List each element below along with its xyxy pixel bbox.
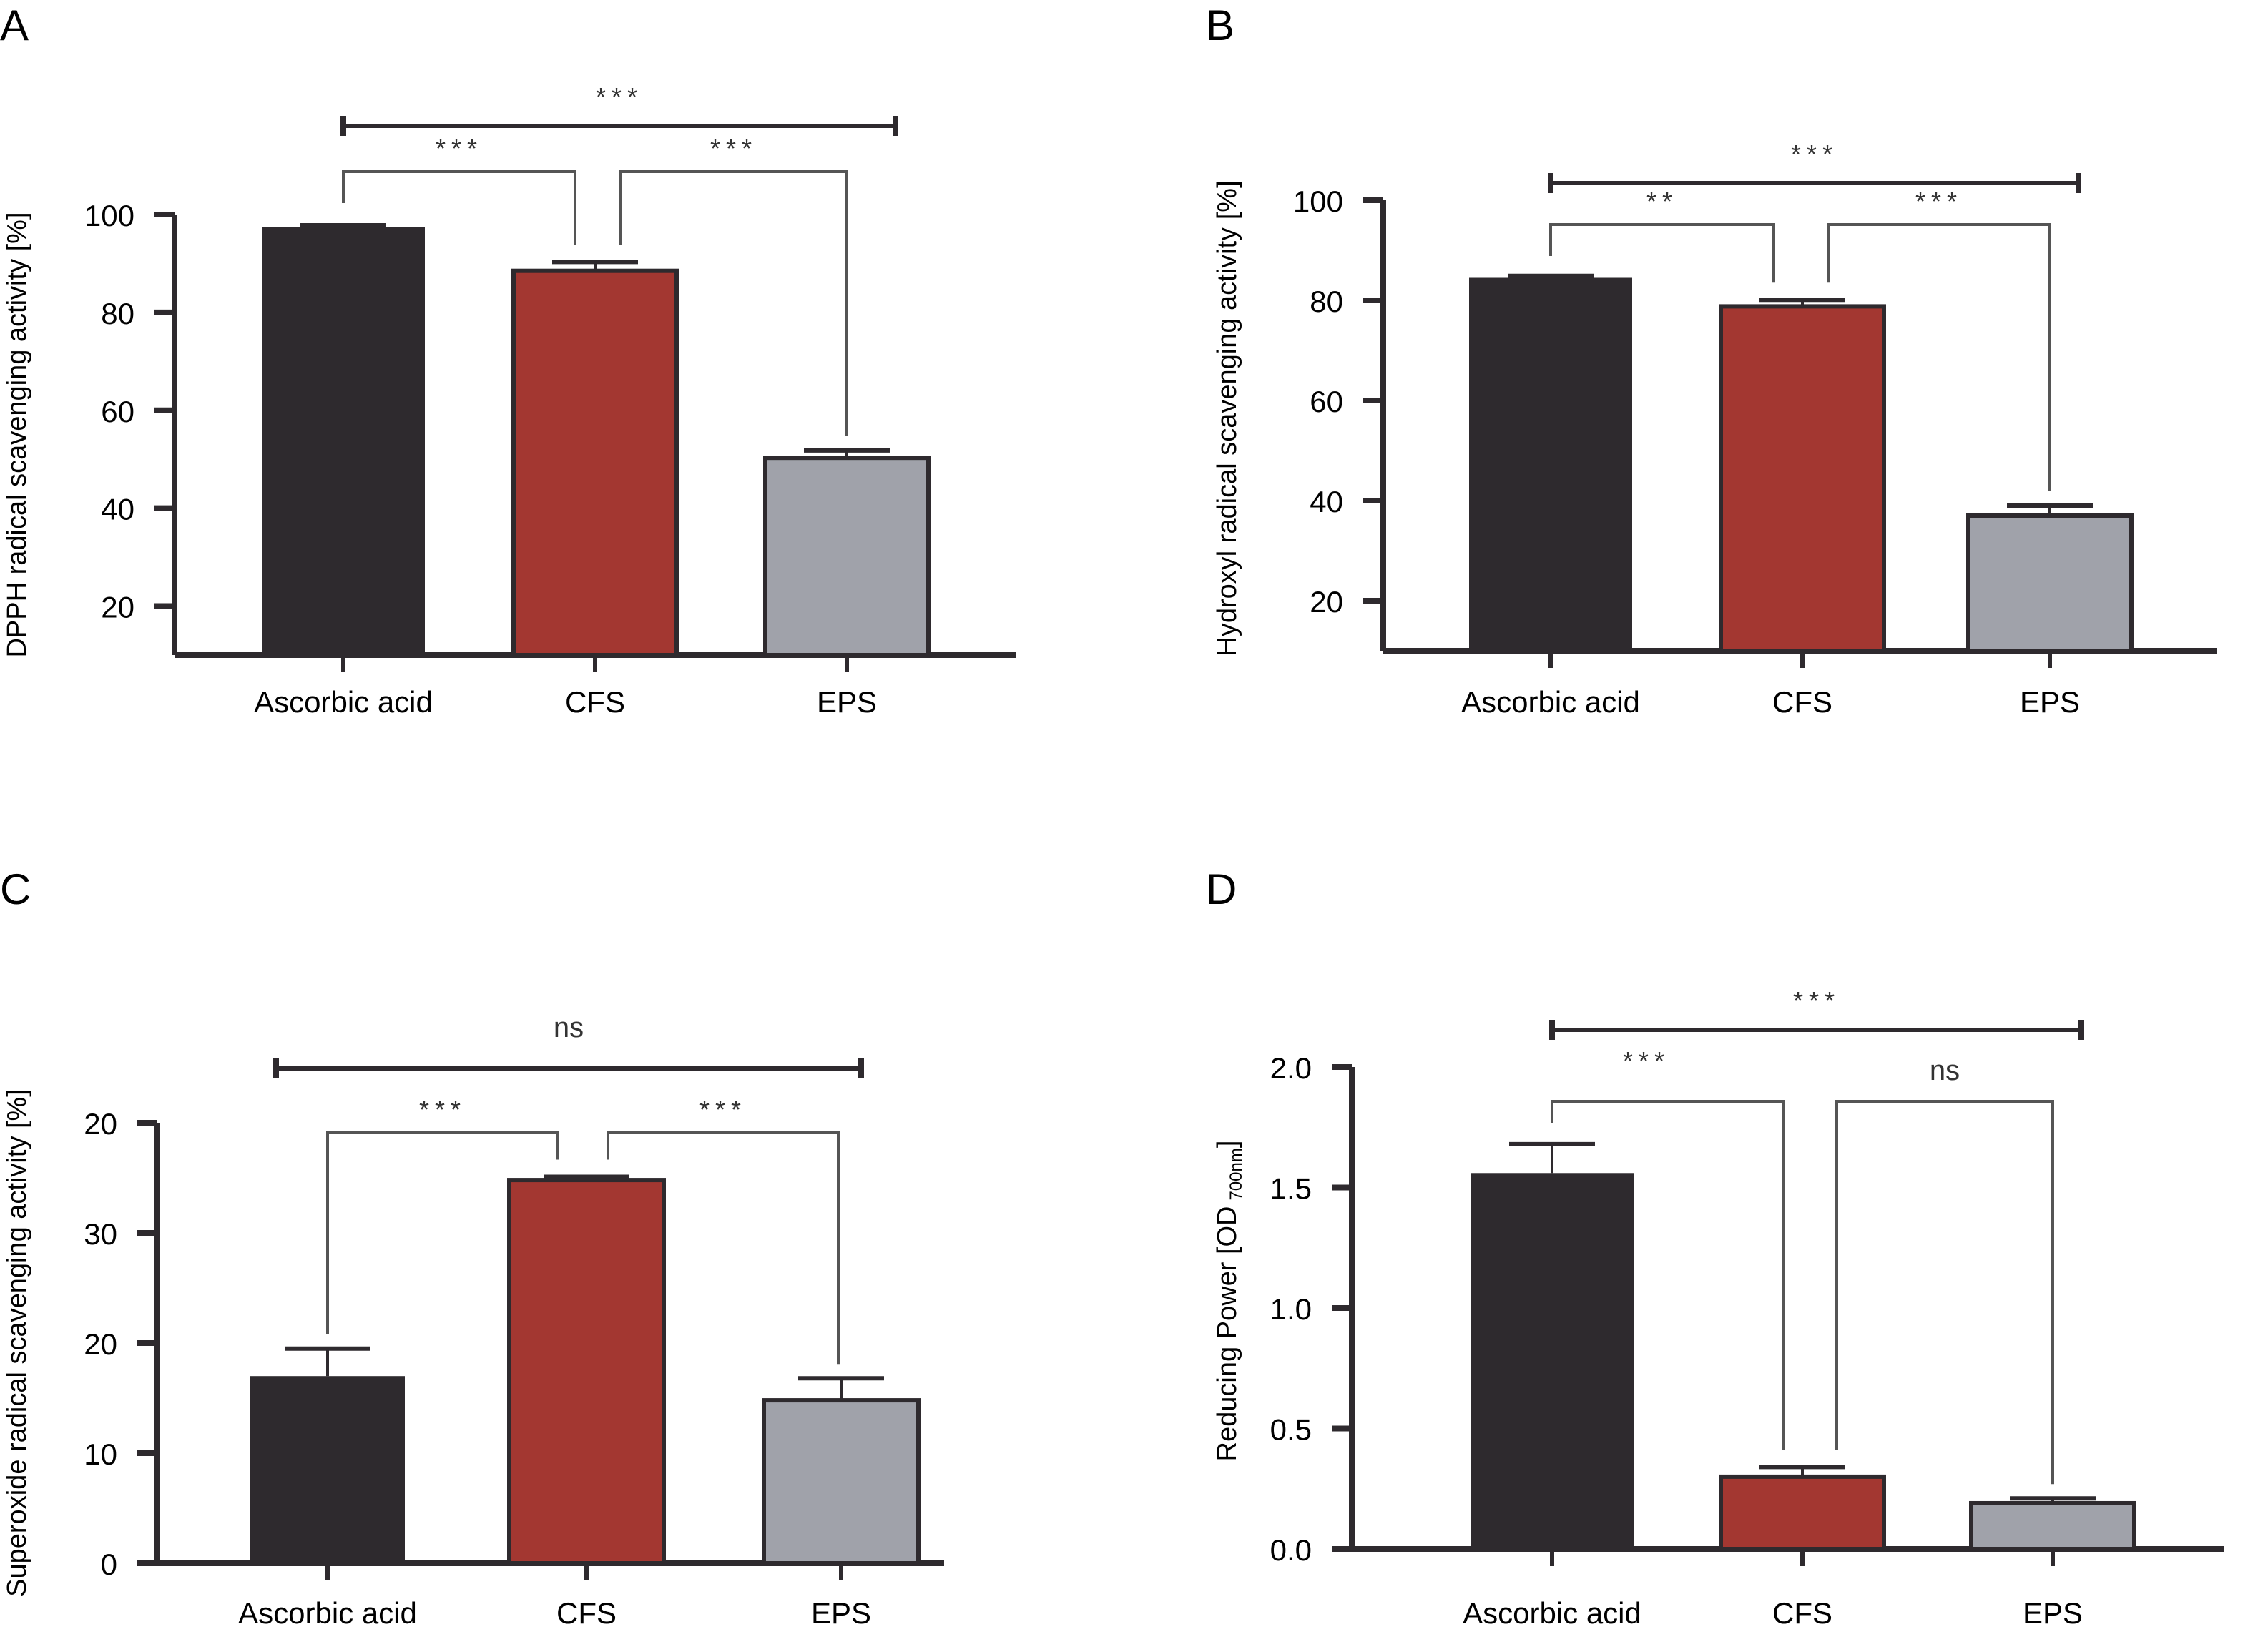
y-tick-label: 10: [84, 1437, 117, 1471]
significance-label: ns: [554, 1012, 584, 1043]
y-axis-label-text: Superoxide radical scavenging activity […: [2, 1089, 32, 1597]
x-tick-label: Ascorbic acid: [238, 1596, 417, 1630]
y-axis-label: DPPH radical scavenging activity [%]: [2, 212, 32, 657]
bar-cfs: [1719, 304, 1886, 653]
panel-c: C Superoxide radical scavenging activity …: [0, 865, 944, 1630]
bar-eps: [1969, 1500, 2136, 1551]
bar-eps: [1966, 513, 2134, 653]
y-axis-label-text: Hydroxyl radical scavenging activity [%]: [1212, 180, 1242, 656]
x-tick-label: EPS: [2020, 685, 2080, 719]
y-tick-label: 80: [1310, 285, 1343, 318]
y-tick-label: 60: [1310, 385, 1343, 418]
significance-bracket: [1835, 1100, 2054, 1485]
panel-d: D Reducing Power [OD 700nm] 0.0 0.5 1.0 1.5 2.0…: [1206, 865, 2224, 1630]
significance-label: ***: [1791, 139, 1838, 169]
significance-bracket: [1551, 1100, 1785, 1450]
y-axis-label: Superoxide radical scavenging activity […: [2, 1089, 32, 1597]
panel-label: C: [0, 865, 31, 913]
x-tick-label: Ascorbic acid: [1463, 1596, 1641, 1630]
y-axis-label: Hydroxyl radical scavenging activity [%]: [1212, 180, 1242, 656]
x-tick-label: EPS: [2023, 1596, 2083, 1630]
y-tick-label: 1.0: [1270, 1292, 1312, 1326]
y-tick-label: 20: [84, 1107, 117, 1141]
y-tick-label: 40: [101, 493, 134, 526]
x-tick-label: CFS: [1772, 1596, 1832, 1630]
bar-cfs: [1719, 1474, 1886, 1551]
y-tick-label: 20: [101, 591, 134, 624]
x-tick-label: CFS: [1772, 685, 1832, 719]
x-tick-label: CFS: [565, 685, 625, 719]
significance-label: ***: [1623, 1046, 1670, 1076]
y-axis-label: Reducing Power [OD 700nm]: [1212, 1141, 1246, 1462]
y-tick-label: 60: [101, 395, 134, 428]
significance-label: ***: [1793, 986, 1840, 1016]
significance-label: ***: [596, 82, 643, 112]
y-axis-label-text: DPPH radical scavenging activity [%]: [2, 212, 32, 657]
y-tick-label: 100: [1293, 185, 1343, 218]
significance-label: ***: [699, 1095, 747, 1124]
y-tick-label: 2.0: [1270, 1051, 1312, 1085]
y-tick-label: 30: [84, 1217, 117, 1251]
y-tick-label: 20: [84, 1327, 117, 1361]
y-tick-label: 0.0: [1270, 1533, 1312, 1567]
y-axis-label-text: Reducing Power [OD: [1212, 1206, 1242, 1462]
bar-ascorbic-acid: [262, 227, 425, 656]
bar-ascorbic-acid: [1471, 1173, 1634, 1549]
significance-label: ***: [436, 134, 483, 163]
significance-label: ***: [419, 1095, 466, 1124]
panel-a: A DPPH radical scavenging activity [%] 20 4…: [0, 1, 1016, 719]
bar-eps: [762, 1398, 921, 1565]
x-tick-label: CFS: [556, 1596, 617, 1630]
significance-bracket: [326, 1131, 559, 1334]
y-tick-label: 40: [1310, 485, 1343, 518]
panel-b: B Hydroxyl radical scavenging activity [%…: [1206, 1, 2217, 719]
significance-label: ns: [1930, 1055, 1960, 1086]
x-tick-label: Ascorbic acid: [1461, 685, 1640, 719]
significance-label: **: [1646, 187, 1678, 216]
x-tick-label: EPS: [817, 685, 877, 719]
bar-ascorbic-acid: [1469, 277, 1632, 651]
significance-bracket: [1827, 223, 2051, 491]
y-tick-label: 0: [101, 1548, 117, 1581]
significance-bracket: [1549, 223, 1775, 283]
panel-label: A: [0, 1, 29, 49]
y-tick-label: 100: [84, 199, 134, 232]
x-tick-label: Ascorbic acid: [254, 685, 433, 719]
x-tick-label: EPS: [811, 1596, 871, 1630]
bar-cfs: [507, 1178, 666, 1565]
panel-label: D: [1206, 865, 1237, 913]
y-tick-label: 20: [1310, 585, 1343, 619]
y-tick-label: 80: [101, 297, 134, 330]
significance-bracket: [607, 1131, 840, 1365]
significance-label: ***: [710, 134, 757, 163]
bar-ascorbic-acid: [250, 1376, 405, 1563]
significance-bracket: [342, 170, 576, 245]
significance-label: ***: [1915, 187, 1963, 216]
bar-eps: [763, 456, 931, 657]
y-tick-label: 1.5: [1270, 1172, 1312, 1206]
bar-cfs: [511, 268, 679, 657]
y-axis-label-subscript: 700nm: [1227, 1148, 1246, 1200]
y-axis-label-end: ]: [1212, 1141, 1242, 1149]
significance-bracket: [619, 170, 848, 436]
panel-label: B: [1206, 1, 1234, 49]
y-tick-label: 0.5: [1270, 1413, 1312, 1447]
